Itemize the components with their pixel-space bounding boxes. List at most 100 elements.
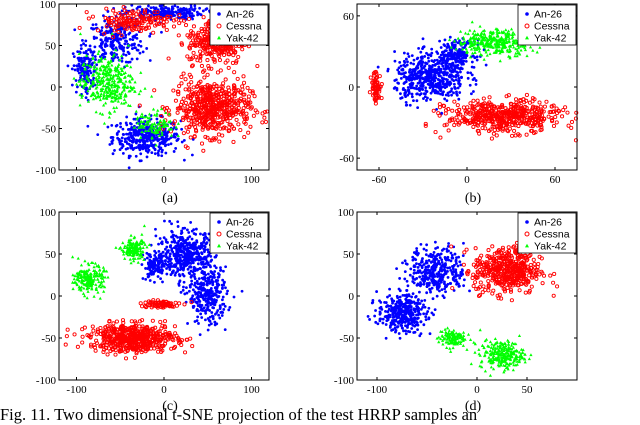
data-point [183, 281, 186, 284]
data-point [444, 112, 447, 115]
data-point [129, 85, 132, 88]
data-point [214, 323, 217, 326]
data-point [422, 46, 425, 49]
data-point [525, 133, 528, 136]
data-point [172, 234, 175, 237]
data-point [450, 94, 453, 97]
data-point [566, 111, 569, 114]
y-tick-label: -50 [41, 124, 56, 136]
data-point [490, 137, 493, 140]
data-point [174, 4, 177, 7]
data-point [154, 137, 157, 140]
data-point [538, 46, 541, 49]
data-point [121, 136, 124, 139]
data-point [159, 255, 162, 258]
data-point [203, 298, 206, 301]
data-point [459, 52, 462, 55]
data-point [203, 266, 206, 269]
data-point [525, 93, 528, 96]
data-point [439, 75, 442, 78]
data-point [165, 273, 168, 276]
data-point [110, 51, 113, 54]
data-point [488, 96, 491, 99]
data-point [163, 220, 166, 223]
data-point [405, 104, 408, 107]
y-tick-label: 0 [51, 82, 57, 94]
data-point [80, 47, 83, 50]
data-point [134, 129, 137, 132]
data-point [148, 273, 151, 276]
data-point [408, 71, 411, 74]
data-point [175, 265, 178, 268]
data-point [434, 89, 437, 92]
data-point [196, 319, 199, 322]
data-point [406, 60, 409, 63]
data-point [79, 32, 82, 35]
data-point [457, 98, 460, 101]
data-point [437, 91, 440, 94]
data-point [106, 40, 109, 43]
data-point [211, 282, 214, 285]
data-point [226, 290, 229, 293]
data-point [186, 322, 189, 325]
data-point [77, 57, 80, 60]
data-point [73, 28, 76, 31]
data-point [369, 76, 372, 79]
data-point [439, 68, 442, 71]
data-point [429, 86, 432, 89]
data-point [187, 258, 190, 261]
data-point [83, 58, 86, 61]
data-point [241, 48, 244, 51]
data-point [182, 227, 185, 230]
data-point [203, 241, 206, 244]
data-point [514, 98, 517, 101]
data-point [131, 139, 134, 142]
data-point [411, 93, 414, 96]
data-point [150, 95, 153, 98]
data-point [130, 44, 133, 47]
data-point [128, 52, 131, 55]
data-point [164, 12, 167, 15]
data-point [538, 101, 541, 104]
data-point [129, 155, 132, 158]
data-point [153, 258, 156, 261]
data-point [118, 38, 121, 41]
data-point [472, 78, 475, 81]
data-point [95, 36, 98, 39]
data-point [393, 79, 396, 82]
data-point [458, 91, 461, 94]
data-point [188, 12, 191, 15]
data-point [156, 139, 159, 142]
data-point [147, 263, 150, 266]
data-point [167, 11, 170, 14]
data-point [193, 258, 196, 261]
data-point [211, 276, 214, 279]
data-point [215, 254, 218, 257]
data-point [153, 89, 156, 92]
data-point [472, 125, 475, 128]
data-point [212, 294, 215, 297]
data-point [197, 309, 200, 312]
data-point [525, 54, 528, 57]
data-point [154, 234, 157, 237]
data-point [85, 52, 88, 55]
data-point [216, 309, 219, 312]
data-point [99, 45, 102, 48]
data-point [412, 99, 415, 102]
data-point [78, 104, 81, 107]
data-point [423, 55, 426, 58]
data-point [168, 255, 171, 258]
data-point [157, 275, 160, 278]
data-point [129, 139, 132, 142]
data-point [182, 289, 185, 292]
data-point [512, 46, 515, 49]
data-point [130, 135, 133, 138]
data-point [471, 52, 474, 55]
data-point [182, 286, 185, 289]
data-point [153, 261, 156, 264]
data-point [169, 244, 172, 247]
data-point [432, 109, 435, 112]
data-point [192, 86, 195, 89]
data-point [193, 305, 196, 308]
